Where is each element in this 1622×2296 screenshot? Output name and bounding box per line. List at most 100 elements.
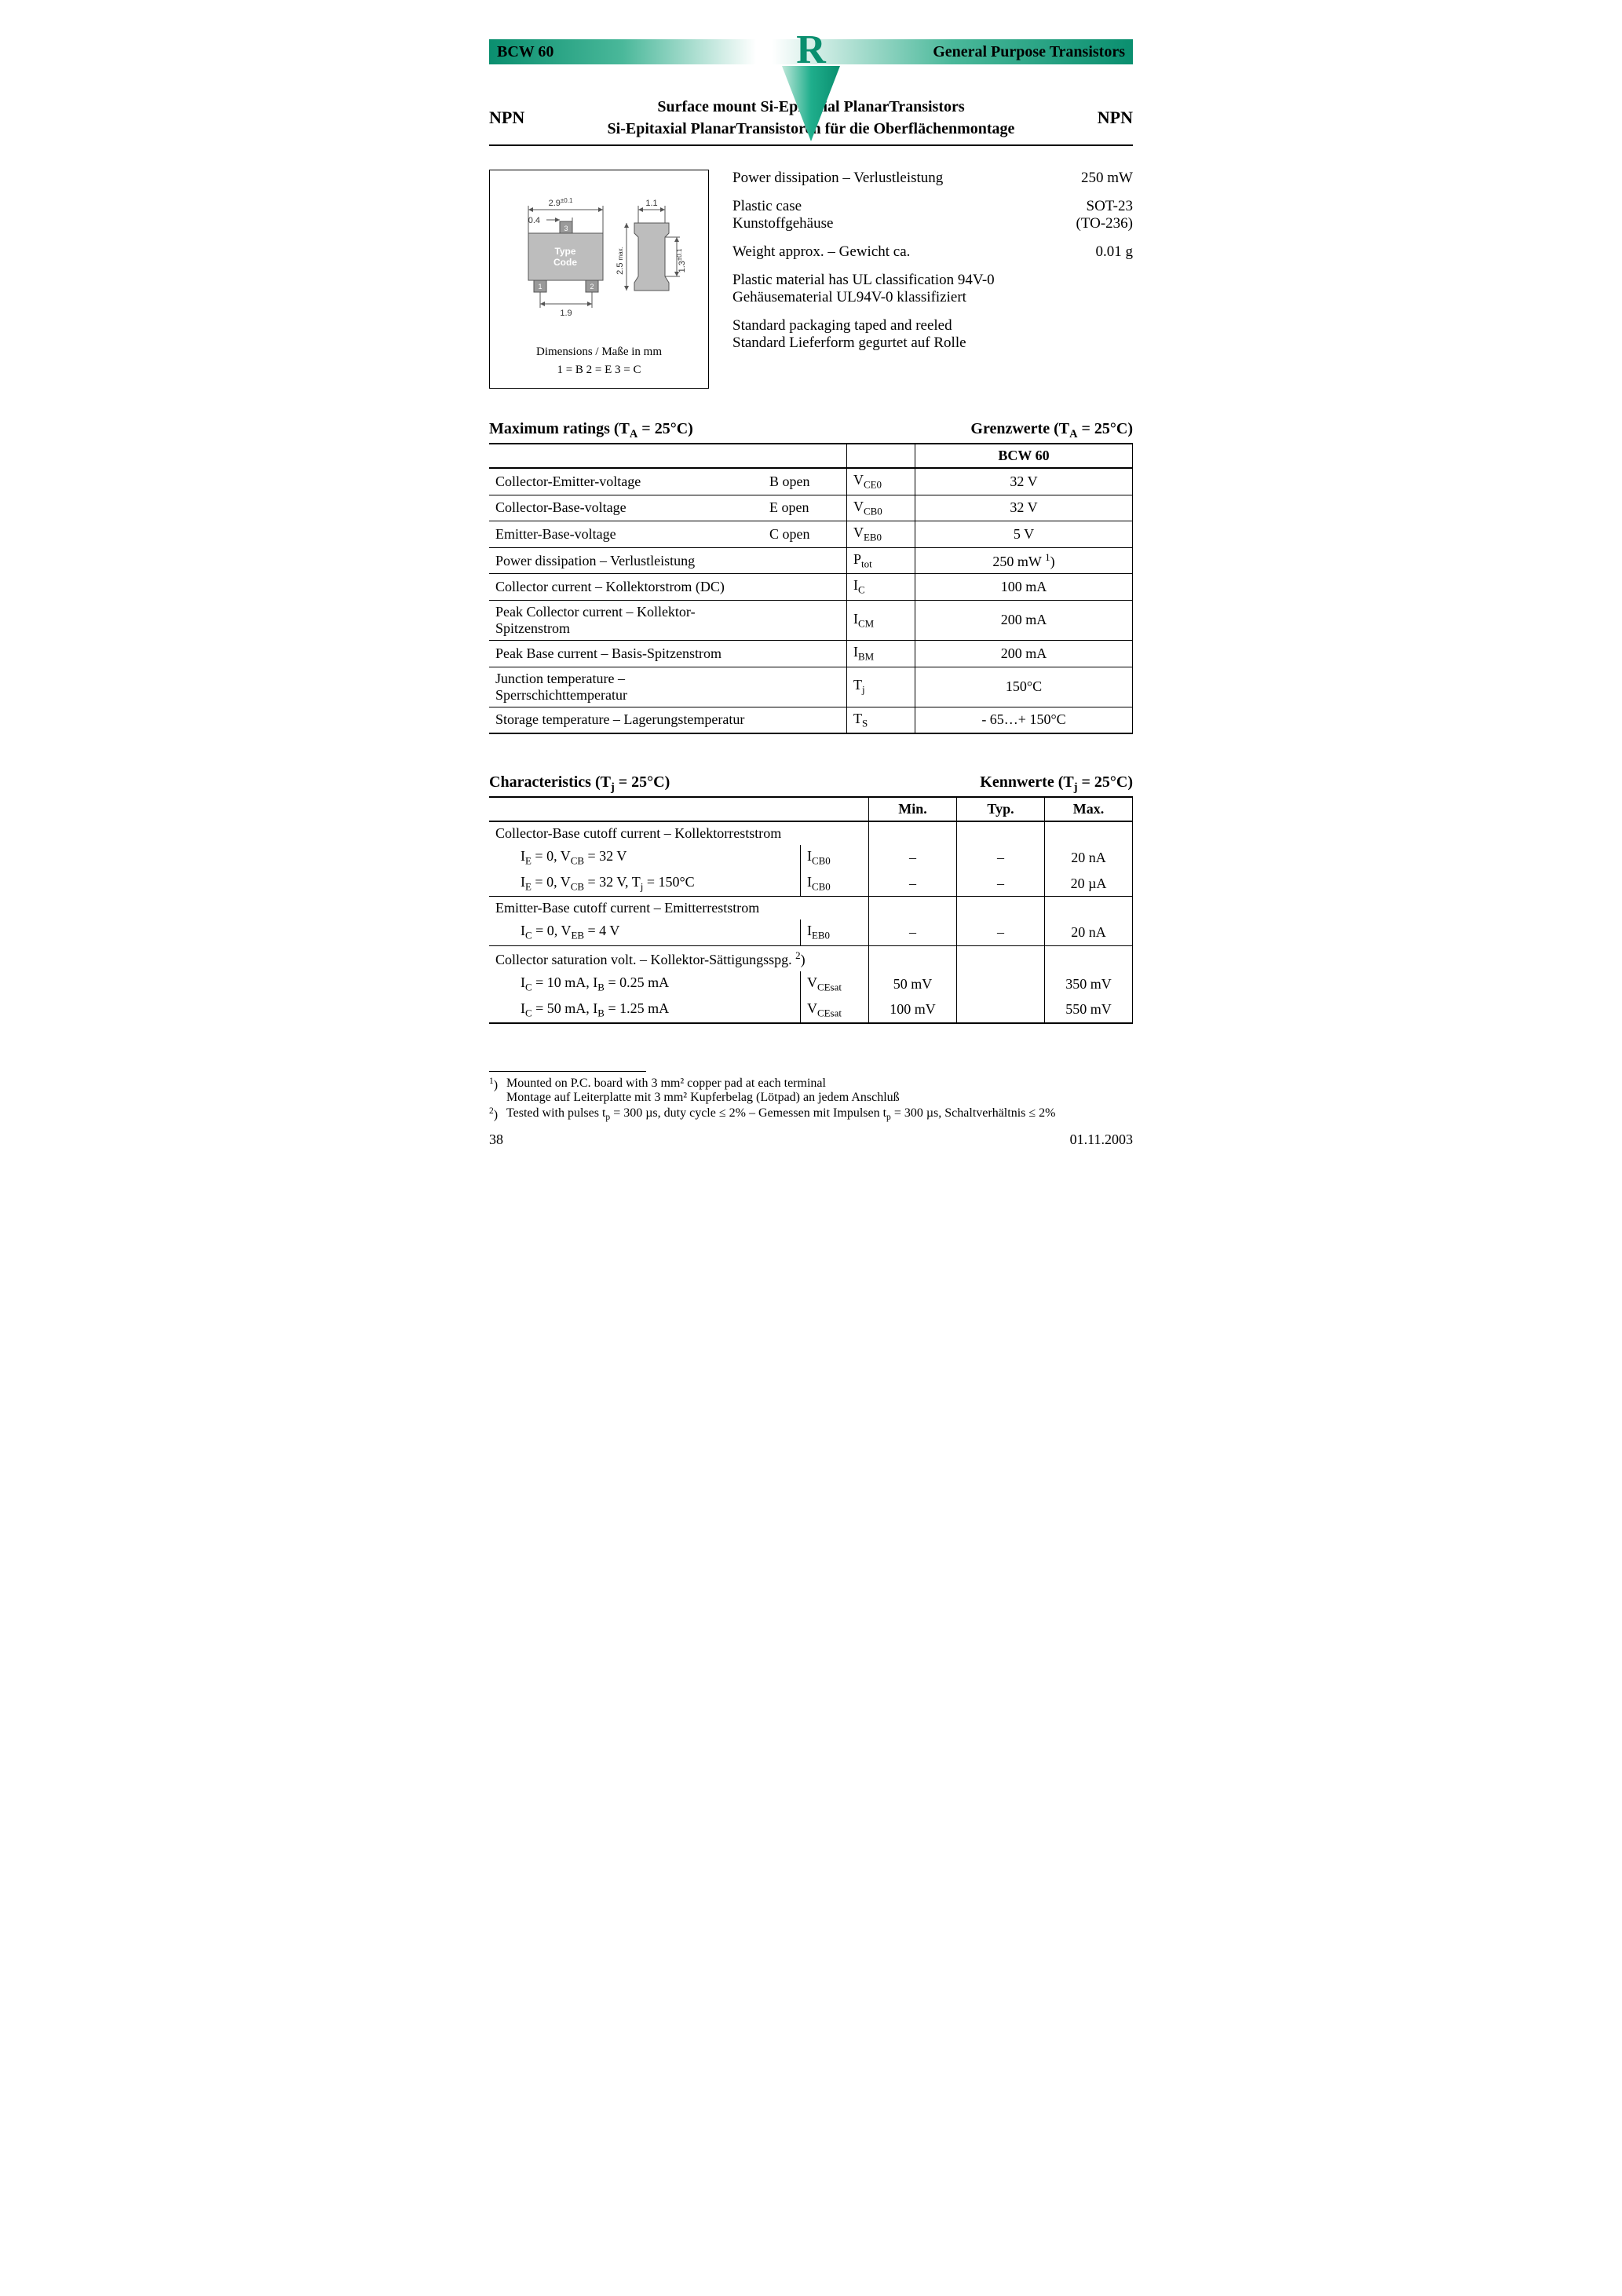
dim-h: 2.5 xyxy=(616,263,625,275)
char-row: IE = 0, VCB = 32 VICB0––20 nA xyxy=(489,845,1133,871)
top-section: Type Code 3 1 2 2.9±0.1 xyxy=(489,170,1133,389)
dim-t: 1.3 xyxy=(678,261,687,272)
char-typ: – xyxy=(957,919,1045,945)
maxratings-desc: Collector-Emitter-voltage xyxy=(489,468,763,495)
pd-label: Power dissipation – Verlustleistung xyxy=(732,170,1081,187)
maxratings-symbol: Tj xyxy=(847,667,915,707)
maxratings-value: 100 mA xyxy=(915,574,1133,601)
properties: Power dissipation – Verlustleistung 250 … xyxy=(732,170,1133,389)
maxratings-cond xyxy=(763,547,847,574)
maxratings-cond: E open xyxy=(763,495,847,521)
footnote-rule xyxy=(489,1071,646,1072)
char-max: 20 µA xyxy=(1045,871,1133,897)
dim-w: 2.9 xyxy=(549,199,561,208)
characteristics-table: Min. Typ. Max. Collector-Base cutoff cur… xyxy=(489,796,1133,1024)
case-de: Kunstoffgehäuse xyxy=(732,215,1076,232)
case-val2: (TO-236) xyxy=(1076,215,1133,232)
char-head-right: Kennwerte (Tj = 25°C) xyxy=(980,773,1133,795)
maxratings-cond: B open xyxy=(763,468,847,495)
dim-pitch: 1.9 xyxy=(560,309,572,318)
svg-text:2.9±0.1: 2.9±0.1 xyxy=(549,197,573,208)
ul-de: Gehäusematerial UL94V-0 klassifiziert xyxy=(732,289,1133,306)
char-row: IC = 10 mA, IB = 0.25 mAVCEsat50 mV 350 m… xyxy=(489,971,1133,997)
footnote-2: 2) Tested with pulses tp = 300 µs, duty … xyxy=(489,1106,1133,1122)
maxratings-value: 5 V xyxy=(915,521,1133,548)
maxratings-cond xyxy=(763,600,847,640)
char-typ: – xyxy=(957,845,1045,871)
pin2-label: 2 xyxy=(590,283,594,291)
maxratings-desc: Emitter-Base-voltage xyxy=(489,521,763,548)
maxratings-symbol: VCE0 xyxy=(847,468,915,495)
maxratings-row: Storage temperature – Lagerungstemperatu… xyxy=(489,707,1133,733)
char-head-left: Characteristics (Tj = 25°C) xyxy=(489,773,670,795)
maxratings-symbol: IBM xyxy=(847,640,915,667)
col-min: Min. xyxy=(869,797,957,821)
ul-en: Plastic material has UL classification 9… xyxy=(732,272,1133,289)
char-group-title: Collector-Base cutoff current – Kollekto… xyxy=(489,821,1133,845)
char-cond: IC = 0, VEB = 4 V xyxy=(489,919,801,945)
char-symbol: VCEsat xyxy=(801,971,869,997)
maxratings-cond: C open xyxy=(763,521,847,548)
char-min: 50 mV xyxy=(869,971,957,997)
char-min: – xyxy=(869,919,957,945)
dim-h-note: max. xyxy=(617,247,624,260)
maxratings-row: Junction temperature – Sperrschichttempe… xyxy=(489,667,1133,707)
char-min: – xyxy=(869,871,957,897)
dim-rightw: 1.1 xyxy=(645,199,657,208)
pd-value: 250 mW xyxy=(1081,170,1133,187)
weight-value: 0.01 g xyxy=(1096,243,1134,261)
maxratings-symbol: Ptot xyxy=(847,547,915,574)
char-group-title-text: Collector-Base cutoff current – Kollekto… xyxy=(489,821,869,845)
maxratings-desc: Junction temperature – Sperrschichttempe… xyxy=(489,667,763,707)
maxratings-head-right: Grenzwerte (TA = 25°C) xyxy=(970,420,1133,441)
col-max: Max. xyxy=(1045,797,1133,821)
page-date: 01.11.2003 xyxy=(1070,1132,1133,1148)
type-code-label: Type xyxy=(554,246,575,257)
maxratings-row: Collector-Base-voltageE openVCB032 V xyxy=(489,495,1133,521)
maxratings-symbol: ICM xyxy=(847,600,915,640)
char-max: 20 nA xyxy=(1045,919,1133,945)
case-val1: SOT-23 xyxy=(1087,198,1133,215)
maxratings-head-left: Maximum ratings (TA = 25°C) xyxy=(489,420,693,441)
header-bar: BCW 60 General Purpose Transistors R xyxy=(489,39,1133,64)
char-group-title: Collector saturation volt. – Kollektor-S… xyxy=(489,945,1133,971)
maxratings-value: 200 mA xyxy=(915,640,1133,667)
dim-padw: 0.4 xyxy=(528,216,540,225)
char-symbol: ICB0 xyxy=(801,845,869,871)
maxratings-desc: Storage temperature – Lagerungstemperatu… xyxy=(489,707,763,733)
svg-text:1.3±0.1: 1.3±0.1 xyxy=(676,248,687,272)
char-max: 350 mV xyxy=(1045,971,1133,997)
maxratings-value: 250 mW 1) xyxy=(915,547,1133,574)
maxratings-row: Collector-Emitter-voltageB openVCE032 V xyxy=(489,468,1133,495)
maxratings-desc: Power dissipation – Verlustleistung xyxy=(489,547,763,574)
logo-triangle xyxy=(782,66,840,141)
maxratings-heading: Maximum ratings (TA = 25°C) Grenzwerte (… xyxy=(489,420,1133,441)
maxratings-row: Collector current – Kollektorstrom (DC) I… xyxy=(489,574,1133,601)
maxratings-symbol: IC xyxy=(847,574,915,601)
maxratings-value: 32 V xyxy=(915,495,1133,521)
pack-de: Standard Lieferform gegurtet auf Rolle xyxy=(732,335,1133,352)
char-cond: IE = 0, VCB = 32 V xyxy=(489,845,801,871)
maxratings-row: Emitter-Base-voltageC openVEB05 V xyxy=(489,521,1133,548)
package-box: Type Code 3 1 2 2.9±0.1 xyxy=(489,170,709,389)
pin1-label: 1 xyxy=(538,283,542,291)
maxratings-symbol: VEB0 xyxy=(847,521,915,548)
package-caption: Dimensions / Maße in mm 1 = B 2 = E 3 = … xyxy=(499,343,699,378)
footer: 38 01.11.2003 xyxy=(489,1132,1133,1148)
char-min: – xyxy=(869,845,957,871)
maxratings-desc: Collector current – Kollektorstrom (DC) xyxy=(489,574,763,601)
maxratings-table: BCW 60 Collector-Emitter-voltageB openVC… xyxy=(489,443,1133,734)
header-part-number: BCW 60 xyxy=(489,39,756,64)
dim-t-tol: ±0.1 xyxy=(676,248,683,261)
char-group-title: Emitter-Base cutoff current – Emitterres… xyxy=(489,897,1133,920)
char-symbol: VCEsat xyxy=(801,997,869,1024)
brand-logo: R xyxy=(776,33,846,147)
char-max: 550 mV xyxy=(1045,997,1133,1024)
caption-line2: 1 = B 2 = E 3 = C xyxy=(499,361,699,379)
page-number: 38 xyxy=(489,1132,503,1148)
footnotes: 1) Mounted on P.C. board with 3 mm² copp… xyxy=(489,1071,1133,1122)
char-cond: IC = 10 mA, IB = 0.25 mA xyxy=(489,971,801,997)
char-cond: IC = 50 mA, IB = 1.25 mA xyxy=(489,997,801,1024)
footnote-1a: Mounted on P.C. board with 3 mm² copper … xyxy=(506,1077,900,1091)
char-row: IC = 0, VEB = 4 VIEB0––20 nA xyxy=(489,919,1133,945)
